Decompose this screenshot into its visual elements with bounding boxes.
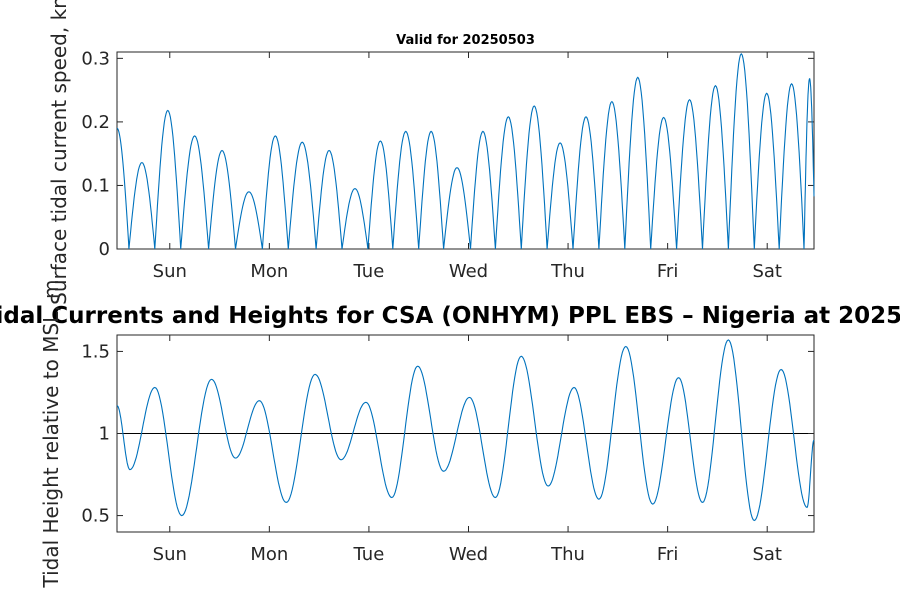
tidal-height-xtick-label-1: Mon (250, 544, 288, 565)
current-speed-ytick-label-0: 0 (99, 239, 110, 260)
current-speed-xtick-label-0: Sun (153, 261, 187, 282)
tidal-height-xtick-label-3: Wed (449, 544, 488, 565)
current-speed-panel: Valid for 20250503 0 0.1 0.2 0.3 Sun Mon Tue We… (47, 0, 815, 305)
current-speed-ytick-label-2: 0.2 (81, 112, 110, 133)
tidal-height-panel: 0.5 1 1.5 Sun Mon Tue Wed Thu Fri Sat Tidal Heigh… (39, 279, 815, 589)
tidal-height-ytick-label-0: 0.5 (81, 506, 110, 527)
current-speed-xtick-label-4: Thu (550, 261, 585, 282)
tidal-height-xtick-label-5: Fri (657, 544, 678, 565)
tidal-height-ytick-label-1: 1 (99, 424, 110, 445)
current-speed-title: Valid for 20250503 (396, 33, 535, 48)
tidal-height-xtick-label-6: Sat (752, 544, 782, 565)
current-speed-xtick-label-3: Wed (449, 261, 488, 282)
current-speed-xtick-label-5: Fri (657, 261, 678, 282)
current-speed-series-line (116, 53, 815, 250)
current-speed-y-axis-label: Surface tidal current speed, kn (47, 0, 71, 305)
current-speed-xtick-label-1: Mon (250, 261, 288, 282)
current-speed-ticks: 0 0.1 0.2 0.3 Sun Mon Tue Wed Thu Fri Sat (81, 48, 814, 282)
current-speed-ytick-label-1: 0.1 (81, 175, 110, 196)
tidal-height-ticks: 0.5 1 1.5 Sun Mon Tue Wed Thu Fri Sat (81, 335, 814, 565)
current-speed-axes (116, 51, 815, 250)
current-speed-ytick-label-3: 0.3 (81, 48, 110, 69)
figure-main-title: Tidal Currents and Heights for CSA (ONHY… (0, 303, 900, 329)
tidal-height-xtick-label-2: Tue (353, 544, 385, 565)
tidal-height-ytick-label-2: 1.5 (81, 341, 110, 362)
tidal-height-xtick-label-0: Sun (153, 544, 187, 565)
tidal-height-series-line (116, 339, 815, 522)
tidal-height-xtick-label-4: Thu (550, 544, 585, 565)
current-speed-xtick-label-6: Sat (752, 261, 782, 282)
current-speed-xtick-label-2: Tue (353, 261, 385, 282)
tidal-height-y-axis-label: Tidal Height relative to MSL, m (39, 279, 63, 588)
